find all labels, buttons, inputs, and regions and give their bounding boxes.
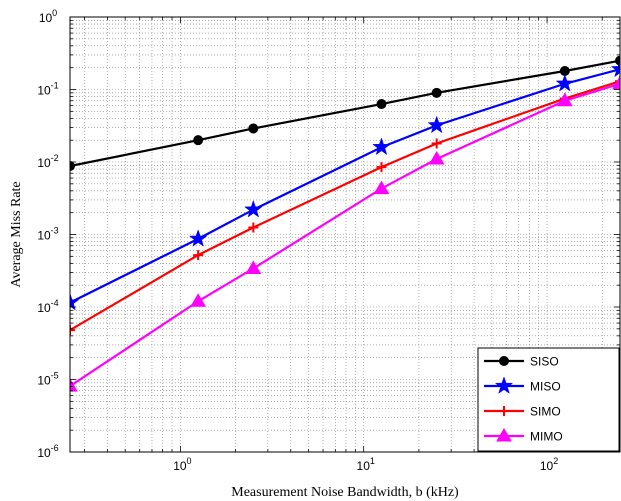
- data-point-mimo: [70, 378, 78, 392]
- data-point-simo: [248, 222, 259, 233]
- data-point-simo: [615, 76, 620, 87]
- series-line-mimo: [70, 82, 620, 388]
- data-point-mimo: [190, 293, 207, 307]
- legend-marker: [499, 356, 509, 366]
- ticks: 100 101 102 10-6 10-5 10-4 10-3 10-2 10-1 100: [37, 8, 620, 473]
- y-tick-label: 10-2: [37, 153, 58, 170]
- data-point-miso: [610, 59, 620, 78]
- data-point-mimo: [373, 180, 390, 195]
- data-point-simo: [376, 162, 387, 173]
- data-point-miso: [70, 292, 80, 311]
- data-point-miso: [188, 229, 208, 247]
- y-tick-label: 10-1: [37, 81, 58, 98]
- data-point-miso: [427, 115, 446, 134]
- legend-item-siso: SISO: [484, 355, 559, 369]
- y-tick-label: 10-4: [37, 298, 58, 315]
- data-point-miso: [372, 137, 391, 156]
- legend-marker: [496, 428, 512, 442]
- legend-marker: [499, 406, 509, 416]
- data-point-mimo: [428, 151, 445, 165]
- series-miso: [70, 59, 620, 311]
- data-point-miso: [555, 73, 575, 92]
- data-point-mimo: [556, 92, 573, 107]
- y-tick-label: 10-6: [37, 443, 58, 460]
- x-tick-label: 100: [173, 456, 191, 473]
- legend-label: MISO: [530, 380, 561, 394]
- y-tick-label: 100: [39, 8, 57, 25]
- x-tick-label: 101: [357, 456, 375, 473]
- data-point-siso: [193, 135, 204, 146]
- data-point-siso: [376, 99, 387, 110]
- x-axis-label: Measurement Noise Bandwidth, b (kHz): [231, 485, 459, 500]
- legend-label: MIMO: [530, 430, 563, 444]
- data-point-mimo: [612, 75, 620, 90]
- data-point-simo: [193, 250, 204, 261]
- data-point-mimo: [245, 260, 262, 274]
- series-layer: [70, 55, 620, 392]
- legend-item-mimo: MIMO: [484, 428, 563, 444]
- series-line-miso: [70, 68, 620, 304]
- series-siso: [70, 55, 620, 172]
- data-point-siso: [70, 161, 75, 172]
- legend: SISO MISO SIMO MIMO: [477, 347, 620, 452]
- series-line-simo: [70, 80, 620, 332]
- y-tick-label: 10-3: [37, 226, 58, 243]
- legend-label: SIMO: [530, 405, 561, 419]
- legend-item-miso: MISO: [484, 376, 561, 394]
- legend-label: SISO: [530, 355, 559, 369]
- data-point-simo: [431, 138, 442, 149]
- y-tick-label: 10-5: [37, 371, 58, 388]
- data-point-siso: [431, 87, 442, 98]
- data-point-simo: [70, 325, 75, 336]
- legend-marker: [494, 376, 514, 394]
- legend-item-simo: SIMO: [484, 405, 561, 419]
- y-axis-label: Average Miss Rate: [9, 181, 24, 287]
- series-simo: [70, 76, 620, 336]
- x-tick-label: 102: [540, 456, 558, 473]
- data-point-siso: [248, 123, 259, 134]
- data-point-miso: [244, 199, 263, 218]
- series-mimo: [70, 75, 620, 392]
